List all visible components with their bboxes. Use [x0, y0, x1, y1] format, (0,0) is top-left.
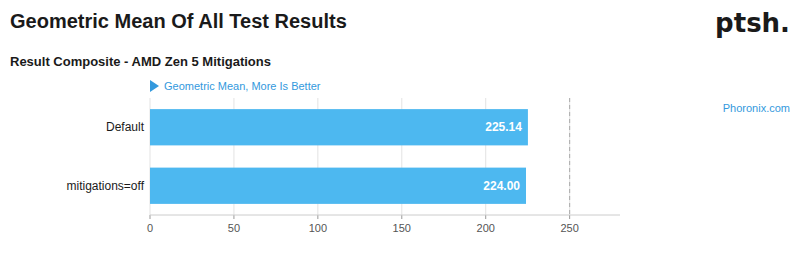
- subtitle: Result Composite - AMD Zen 5 Mitigations: [10, 54, 271, 69]
- tick-label: 0: [147, 222, 153, 234]
- tick-label: 50: [228, 222, 240, 234]
- reference-line: [569, 98, 570, 215]
- grid: [150, 98, 570, 215]
- bar: [150, 109, 528, 145]
- tick-label: 200: [477, 222, 495, 234]
- tick-mark: [317, 215, 318, 219]
- legend-marker: [150, 80, 159, 92]
- data-label: 225.14: [485, 120, 522, 134]
- grid-line: [569, 98, 570, 215]
- tick-mark: [401, 215, 402, 219]
- tick-mark: [233, 215, 234, 219]
- chart: Geometric Mean Of All Test Results Result…: [0, 0, 800, 267]
- tick-label: 100: [309, 222, 327, 234]
- category-label: Default: [106, 120, 145, 134]
- category-label: mitigations=off: [67, 179, 145, 193]
- source-label: Phoronix.com: [723, 102, 790, 114]
- title: Geometric Mean Of All Test Results: [10, 10, 347, 32]
- tick-mark: [569, 215, 570, 219]
- legend-label: Geometric Mean, More Is Better: [164, 80, 321, 92]
- bars: [150, 109, 528, 204]
- tick-label: 250: [560, 222, 578, 234]
- bar: [150, 168, 526, 204]
- chart-container: Geometric Mean Of All Test Results Result…: [0, 0, 800, 267]
- tick-mark: [150, 215, 151, 219]
- tick-mark: [485, 215, 486, 219]
- data-label: 224.00: [483, 179, 520, 193]
- x-axis-line: [150, 215, 620, 216]
- logo: ptsh.: [715, 8, 790, 38]
- tick-label: 150: [393, 222, 411, 234]
